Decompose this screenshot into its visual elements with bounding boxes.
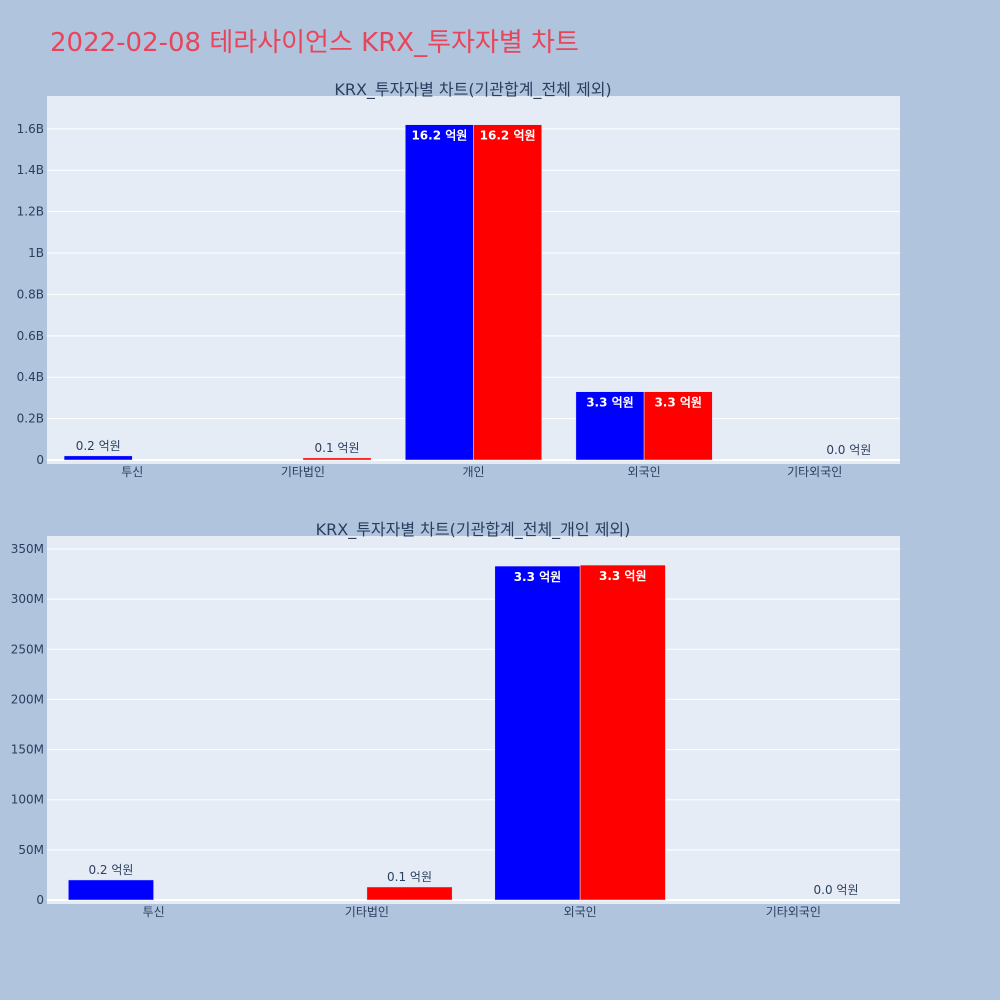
y-tick-label: 350M <box>11 542 44 556</box>
data-label: 16.2 억원 <box>480 129 536 143</box>
y-tick-label: 0.8B <box>17 287 44 301</box>
y-tick-label: 1B <box>28 246 44 260</box>
bar <box>68 879 154 901</box>
data-label: 3.3 억원 <box>514 570 562 584</box>
data-label: 0.1 억원 <box>315 441 360 455</box>
data-label: 0.1 억원 <box>387 870 432 884</box>
x-tick-label: 기타외국인 <box>787 465 842 479</box>
data-label: 0.2 억원 <box>88 863 133 877</box>
bar <box>405 124 474 461</box>
y-tick-label: 300M <box>11 592 44 606</box>
y-tick-label: 200M <box>11 692 44 706</box>
data-label: 3.3 억원 <box>654 396 702 410</box>
bar <box>63 455 133 461</box>
bar <box>643 391 713 461</box>
y-tick-label: 1.2B <box>17 205 44 219</box>
y-tick-label: 0 <box>36 453 44 467</box>
investor-chart-excl-individual: 0 50M 100M 150M 200M 250M 300M 350M 투신 0.2 억원기타법인… <box>11 520 900 919</box>
y-tick-label: 1.6B <box>17 122 44 136</box>
data-label: 0.0 억원 <box>814 883 859 897</box>
page-title: 2022-02-08 테라사이언스 KRX_투자자별 차트 <box>50 28 579 58</box>
x-tick-label: 투신 <box>143 905 165 919</box>
y-tick-label: 0 <box>36 893 44 907</box>
investor-chart-all: 0 0.2B 0.4B 0.6B 0.8B 1B 1.2B 1.4B 1.6B 투신0.2 억원기… <box>17 80 900 479</box>
y-tick-label: 0.6B <box>17 329 44 343</box>
x-tick-label: 기타법인 <box>281 465 325 479</box>
plot-area <box>47 536 900 904</box>
data-label: 0.2 억원 <box>76 439 121 453</box>
y-tick-label: 150M <box>11 743 44 757</box>
x-tick-label: 개인 <box>462 465 484 479</box>
y-tick-label: 50M <box>18 843 44 857</box>
x-tick-label: 외국인 <box>564 905 597 919</box>
bar <box>494 565 581 901</box>
y-tick-label: 1.4B <box>17 163 44 177</box>
bar <box>366 886 453 901</box>
x-tick-label: 외국인 <box>628 465 661 479</box>
bar <box>302 457 372 461</box>
x-tick-label: 기타법인 <box>345 905 389 919</box>
bar <box>575 391 645 461</box>
y-tick-label: 250M <box>11 642 44 656</box>
bar <box>473 124 542 461</box>
data-label: 3.3 억원 <box>599 569 647 583</box>
x-tick-label: 투신 <box>121 465 143 479</box>
x-tick-label: 기타외국인 <box>766 905 821 919</box>
bar <box>579 564 666 901</box>
data-label: 3.3 억원 <box>586 396 634 410</box>
y-tick-label: 0.2B <box>17 412 44 426</box>
y-tick-label: 0.4B <box>17 370 44 384</box>
chart-title: KRX_투자자별 차트(기관합계_전체_개인 제외) <box>316 520 631 540</box>
data-label: 0.0 억원 <box>826 443 871 457</box>
y-tick-label: 100M <box>11 793 44 807</box>
chart-title: KRX_투자자별 차트(기관합계_전체 제외) <box>334 80 611 100</box>
data-label: 16.2 억원 <box>411 129 467 143</box>
